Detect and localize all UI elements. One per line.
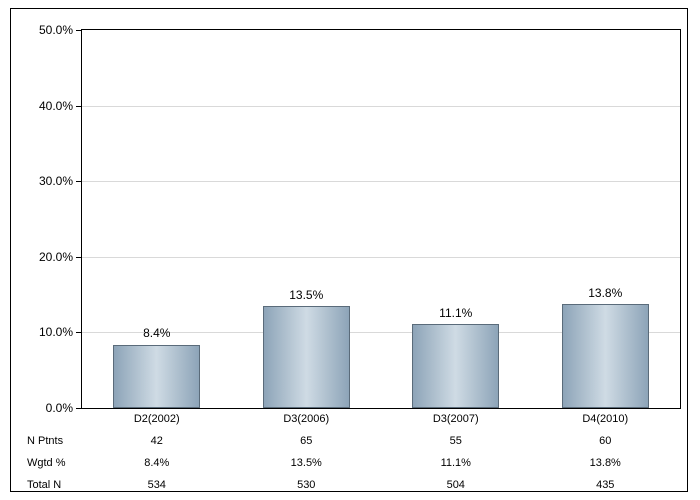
outer-frame: 8.4% 13.5% 11.1% 13.8% 0.0% 10.0% 20.0% 30.0% 4… [10, 8, 688, 492]
ytick-label: 0.0% [23, 401, 73, 415]
plot-area: 8.4% 13.5% 11.1% 13.8% [81, 29, 681, 409]
ytick-mark [76, 106, 81, 107]
ytick-mark [76, 181, 81, 182]
bar-value-label: 11.1% [439, 306, 472, 320]
bar-D3(2007) [412, 324, 499, 408]
category-label: D4(2010) [582, 413, 628, 425]
ytick-mark [76, 257, 81, 258]
table-cell: 13.5% [291, 457, 322, 469]
table-cell: 504 [447, 479, 465, 491]
table-cell: 13.8% [590, 457, 621, 469]
ytick-label: 10.0% [23, 325, 73, 339]
grid-line [82, 181, 680, 182]
table-cell: 65 [300, 435, 312, 447]
bar-D2(2002) [113, 345, 200, 409]
ytick-label: 20.0% [23, 250, 73, 264]
grid-line [82, 106, 680, 107]
ytick-mark [76, 30, 81, 31]
bar-D3(2006) [263, 306, 350, 408]
table-row-label: N Ptnts [27, 435, 63, 447]
table-cell: 530 [297, 479, 315, 491]
ytick-mark [76, 332, 81, 333]
table-row-label: Total N [27, 479, 61, 491]
category-label: D3(2006) [283, 413, 329, 425]
ytick-label: 40.0% [23, 99, 73, 113]
bar-value-label: 8.4% [143, 326, 170, 340]
bar-value-label: 13.8% [588, 286, 622, 300]
table-cell: 534 [148, 479, 166, 491]
table-cell: 435 [596, 479, 614, 491]
ytick-label: 30.0% [23, 174, 73, 188]
bar-value-label: 13.5% [289, 288, 323, 302]
ytick-label: 50.0% [23, 23, 73, 37]
table-cell: 8.4% [144, 457, 169, 469]
grid-line [82, 257, 680, 258]
table-cell: 55 [450, 435, 462, 447]
table-cell: 11.1% [441, 457, 471, 469]
category-label: D3(2007) [433, 413, 479, 425]
table-cell: 42 [151, 435, 163, 447]
bar-D4(2010) [562, 304, 649, 408]
table-cell: 60 [599, 435, 611, 447]
ytick-mark [76, 408, 81, 409]
table-row-label: Wgtd % [27, 457, 66, 469]
category-label: D2(2002) [134, 413, 180, 425]
